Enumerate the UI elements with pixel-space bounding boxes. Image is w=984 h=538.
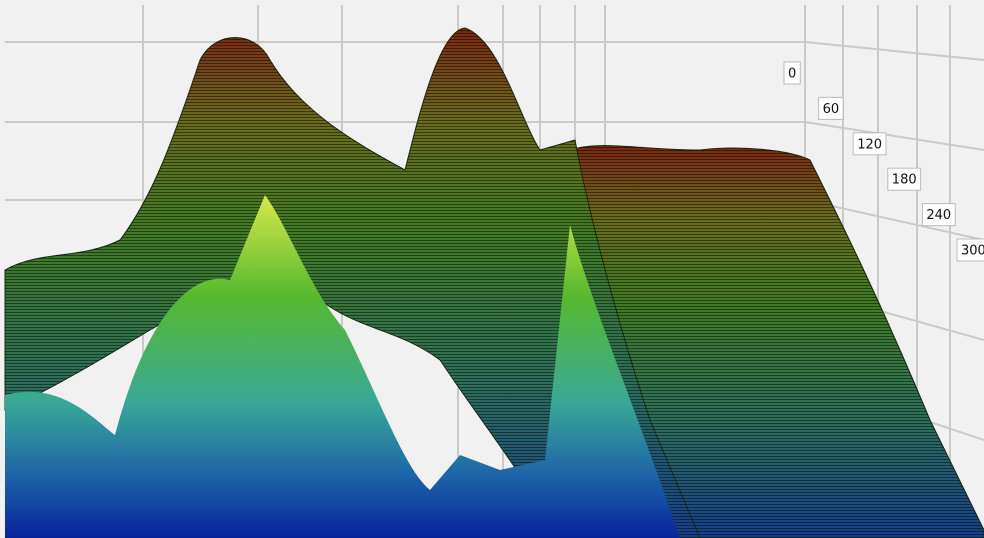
waterfall-chart: 0 60 120 180 240 300 xyxy=(0,0,984,538)
z-tick-label: 240 xyxy=(926,208,951,223)
z-tick-label: 0 xyxy=(788,67,796,82)
z-tick-label: 60 xyxy=(823,102,840,117)
z-tick-label: 300 xyxy=(961,244,984,259)
z-tick-label: 180 xyxy=(892,173,917,188)
z-tick-label: 120 xyxy=(857,137,882,152)
